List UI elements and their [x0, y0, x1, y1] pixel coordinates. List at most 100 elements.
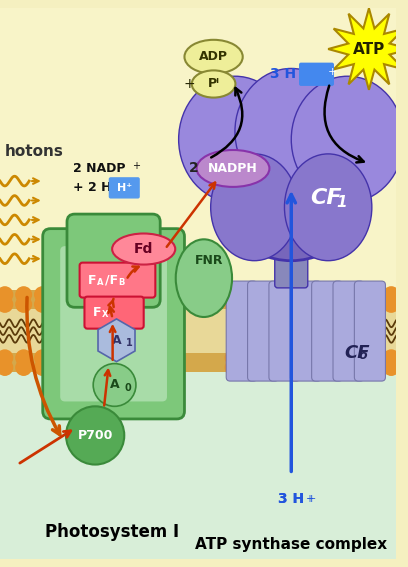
Text: /F: /F	[105, 274, 118, 286]
Circle shape	[148, 359, 163, 375]
Circle shape	[344, 359, 359, 375]
Circle shape	[16, 359, 31, 375]
Circle shape	[72, 287, 88, 302]
Circle shape	[225, 287, 241, 302]
Text: 2 NADP: 2 NADP	[73, 162, 125, 175]
Circle shape	[16, 297, 31, 312]
Text: 3 H: 3 H	[270, 67, 296, 81]
Circle shape	[245, 359, 261, 375]
Circle shape	[225, 359, 241, 375]
FancyBboxPatch shape	[333, 281, 364, 381]
FancyBboxPatch shape	[290, 281, 322, 381]
Text: CF: CF	[310, 188, 342, 208]
Circle shape	[245, 350, 261, 366]
Circle shape	[285, 359, 300, 375]
Circle shape	[16, 350, 31, 366]
FancyBboxPatch shape	[269, 281, 300, 381]
FancyBboxPatch shape	[0, 9, 396, 290]
Text: 3 H: 3 H	[278, 492, 304, 506]
Circle shape	[129, 297, 144, 312]
FancyBboxPatch shape	[0, 309, 396, 353]
Circle shape	[72, 297, 88, 312]
Text: 3 H: 3 H	[278, 492, 304, 506]
FancyBboxPatch shape	[80, 263, 155, 298]
FancyBboxPatch shape	[312, 281, 343, 381]
Circle shape	[53, 297, 69, 312]
FancyBboxPatch shape	[109, 177, 140, 198]
Circle shape	[53, 350, 69, 366]
Circle shape	[265, 359, 280, 375]
Ellipse shape	[291, 76, 404, 202]
Text: ADP: ADP	[199, 50, 228, 64]
Circle shape	[72, 350, 88, 366]
Circle shape	[0, 287, 13, 302]
Text: X: X	[102, 310, 109, 319]
Circle shape	[16, 287, 31, 302]
Text: +: +	[184, 77, 195, 91]
Text: Fd: Fd	[134, 242, 153, 256]
FancyBboxPatch shape	[84, 297, 144, 329]
Text: ATP: ATP	[353, 41, 385, 57]
Circle shape	[91, 297, 106, 312]
Circle shape	[148, 297, 163, 312]
Text: 1: 1	[336, 195, 346, 210]
Circle shape	[72, 359, 88, 375]
Text: +: +	[132, 160, 140, 171]
Text: F: F	[89, 274, 97, 286]
Ellipse shape	[184, 40, 243, 74]
Circle shape	[304, 297, 320, 312]
Circle shape	[344, 287, 359, 302]
Text: B: B	[118, 277, 125, 286]
Circle shape	[53, 287, 69, 302]
Text: 0: 0	[124, 383, 131, 393]
Circle shape	[324, 287, 340, 302]
Text: Pᴵ: Pᴵ	[208, 78, 220, 91]
Circle shape	[265, 287, 280, 302]
Circle shape	[0, 350, 13, 366]
Text: 2: 2	[189, 162, 199, 175]
Text: P700: P700	[78, 429, 113, 442]
Circle shape	[384, 287, 399, 302]
Text: F: F	[93, 306, 102, 319]
FancyBboxPatch shape	[0, 9, 396, 558]
Circle shape	[110, 287, 126, 302]
Polygon shape	[328, 9, 408, 90]
FancyBboxPatch shape	[275, 243, 308, 288]
Ellipse shape	[112, 234, 175, 265]
Text: H⁺: H⁺	[117, 183, 132, 193]
Circle shape	[304, 287, 320, 302]
FancyBboxPatch shape	[248, 281, 279, 381]
Ellipse shape	[211, 154, 298, 261]
Text: hotons: hotons	[5, 145, 64, 159]
Text: NADPH: NADPH	[208, 162, 258, 175]
Circle shape	[35, 297, 50, 312]
Text: +: +	[307, 494, 316, 503]
Circle shape	[91, 287, 106, 302]
Text: + 2 H: + 2 H	[73, 181, 111, 194]
Circle shape	[304, 350, 320, 366]
Circle shape	[225, 350, 241, 366]
Circle shape	[285, 297, 300, 312]
Circle shape	[225, 297, 241, 312]
FancyBboxPatch shape	[0, 290, 396, 309]
Circle shape	[0, 359, 13, 375]
Circle shape	[285, 287, 300, 302]
FancyBboxPatch shape	[226, 281, 257, 381]
Circle shape	[344, 350, 359, 366]
Text: ATP synthase complex: ATP synthase complex	[195, 538, 387, 552]
Ellipse shape	[179, 76, 291, 202]
Circle shape	[110, 359, 126, 375]
Circle shape	[245, 297, 261, 312]
FancyBboxPatch shape	[0, 373, 396, 558]
Circle shape	[129, 350, 144, 366]
Ellipse shape	[209, 76, 374, 261]
Circle shape	[148, 350, 163, 366]
Circle shape	[384, 350, 399, 366]
Text: 1: 1	[126, 338, 133, 348]
Ellipse shape	[197, 150, 269, 187]
Ellipse shape	[284, 154, 372, 261]
Circle shape	[0, 297, 13, 312]
Circle shape	[265, 350, 280, 366]
Circle shape	[364, 297, 379, 312]
Circle shape	[384, 359, 399, 375]
